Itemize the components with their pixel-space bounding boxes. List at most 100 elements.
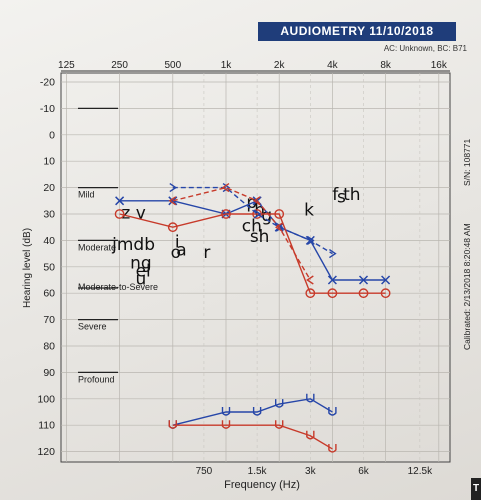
plot-frame bbox=[60, 72, 451, 463]
y-tick-label: 10 bbox=[43, 156, 55, 168]
speech-letter: th bbox=[343, 185, 360, 205]
y-tick-label: 50 bbox=[43, 261, 55, 273]
y-tick-label: 70 bbox=[43, 314, 55, 326]
series-layer bbox=[114, 183, 391, 453]
data-point bbox=[274, 209, 285, 219]
data-point bbox=[306, 430, 315, 440]
data-point bbox=[380, 288, 391, 299]
data-point bbox=[305, 288, 316, 299]
data-point bbox=[306, 393, 315, 403]
report-title: AUDIOMETRY 11/10/2018 bbox=[258, 22, 456, 41]
x-tick-label-top: 125 bbox=[58, 60, 75, 71]
x-tick-label-top: 250 bbox=[111, 60, 128, 71]
y-tick-label: 100 bbox=[37, 393, 55, 405]
data-point bbox=[275, 420, 284, 429]
data-point bbox=[329, 249, 337, 259]
data-point bbox=[221, 407, 231, 416]
y-axis-label: Hearing level (dB) bbox=[22, 228, 33, 308]
data-point bbox=[114, 209, 125, 219]
x-tick-label-bottom: 3k bbox=[305, 466, 317, 477]
x-tick-label-top: 2k bbox=[274, 60, 286, 71]
data-point bbox=[358, 288, 369, 299]
data-point bbox=[306, 235, 315, 245]
data-point bbox=[252, 407, 262, 416]
region-label: Severe bbox=[78, 322, 107, 332]
speech-letter: el bbox=[136, 261, 151, 281]
hearing-loss-regions: Mild Moderate Moderate-to-Severe Severe Prof… bbox=[78, 190, 158, 385]
x-axis-label: Frequency (Hz) bbox=[224, 479, 300, 491]
data-point bbox=[275, 399, 284, 408]
data-point bbox=[252, 196, 261, 206]
speech-letter: a bbox=[176, 240, 186, 260]
series-3 bbox=[168, 183, 314, 285]
data-point bbox=[221, 420, 231, 429]
speech-letter: z v bbox=[121, 203, 145, 223]
speech-letter: ch bbox=[242, 217, 262, 237]
y-tick-label: 110 bbox=[38, 420, 55, 432]
speech-letter: g bbox=[261, 206, 272, 226]
data-point bbox=[274, 222, 283, 232]
speech-letter: ng bbox=[130, 254, 152, 274]
chart-grid bbox=[60, 70, 451, 463]
data-point bbox=[328, 407, 337, 416]
data-point bbox=[168, 196, 177, 206]
series-line bbox=[172, 186, 311, 281]
y-tick-label: 30 bbox=[43, 209, 55, 221]
region-label: Mild bbox=[78, 190, 95, 200]
series-line bbox=[172, 424, 333, 450]
x-tick-label-bottom: 750 bbox=[196, 466, 213, 477]
speech-letter: k bbox=[304, 201, 314, 221]
region-label: Moderate bbox=[78, 242, 116, 252]
data-point bbox=[358, 275, 369, 285]
series-line bbox=[172, 398, 333, 426]
speech-letter: i bbox=[175, 232, 180, 252]
y-tick-label: 60 bbox=[43, 288, 55, 300]
y-tick-label: 120 bbox=[37, 446, 55, 458]
series-line bbox=[119, 213, 386, 294]
edge-badge: T bbox=[471, 478, 481, 500]
transducer-info: AC: Unknown, BC: B71 bbox=[383, 44, 467, 53]
x-tick-label-top: 16k bbox=[431, 60, 448, 71]
x-tick-label-top: 500 bbox=[164, 60, 181, 71]
data-point bbox=[327, 275, 337, 285]
y-tick-label: -20 bbox=[40, 77, 55, 89]
speech-letter: sh bbox=[250, 227, 270, 247]
speech-letter: jmdb bbox=[111, 235, 155, 255]
region-label: Moderate-to-Severe bbox=[78, 282, 158, 292]
x-tick-label-top: 4k bbox=[327, 60, 339, 71]
data-point bbox=[275, 222, 284, 232]
y-tick-label: 20 bbox=[43, 182, 55, 194]
data-point bbox=[221, 183, 230, 193]
y-tick-label: 40 bbox=[43, 235, 55, 247]
series-5 bbox=[168, 420, 337, 453]
y-tick-label: -10 bbox=[40, 103, 55, 115]
x-tick-label-bottom: 1.5k bbox=[248, 466, 268, 477]
data-point bbox=[328, 443, 337, 453]
y-tick-label: 90 bbox=[43, 367, 55, 379]
data-point bbox=[221, 209, 231, 219]
data-point bbox=[381, 275, 391, 285]
data-point bbox=[222, 183, 231, 193]
data-point bbox=[115, 196, 125, 206]
speech-letter: u bbox=[136, 269, 147, 289]
speech-letter: f bbox=[332, 185, 339, 205]
speech-letter: o bbox=[171, 243, 181, 263]
data-point bbox=[168, 420, 177, 429]
data-point bbox=[306, 275, 314, 285]
data-point bbox=[253, 209, 262, 219]
data-point bbox=[327, 288, 338, 299]
speech-letter: s bbox=[337, 188, 346, 208]
tick-labels: -20 -10 0 10 20 30 40 50 60 70 80 90 100 110 120 125 250… bbox=[37, 60, 447, 477]
series-line bbox=[172, 186, 333, 255]
x-tick-label-bottom: 12.5k bbox=[408, 466, 433, 477]
x-tick-label-bottom: 6k bbox=[358, 466, 370, 477]
speech-letter: r bbox=[203, 243, 210, 263]
x-tick-label-top: 1k bbox=[221, 60, 233, 71]
x-tick-label-top: 8k bbox=[380, 60, 392, 71]
data-point bbox=[169, 183, 178, 193]
series-2 bbox=[169, 183, 337, 259]
region-label: Profound bbox=[78, 374, 115, 384]
data-point bbox=[167, 222, 178, 233]
